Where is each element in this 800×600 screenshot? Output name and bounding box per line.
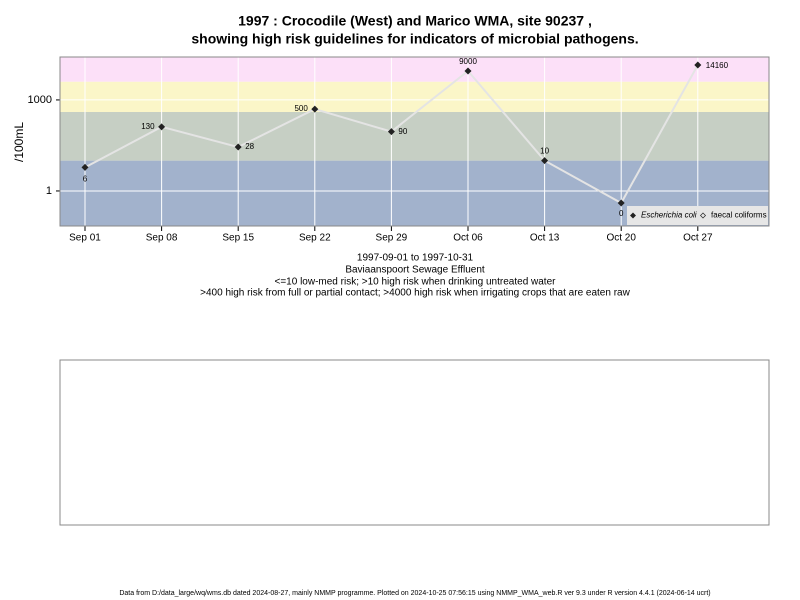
data-label: 0 (619, 209, 624, 218)
x-tick-label: Oct 13 (530, 233, 560, 244)
x-tick-label: Sep 29 (376, 233, 408, 244)
legend-marker (700, 212, 706, 219)
y-axis-label: /100mL (12, 122, 26, 162)
risk-band (60, 81, 769, 113)
legend-marker (630, 212, 636, 219)
note: 1997-09-01 to 1997-10-31 (357, 253, 474, 264)
data-label: 130 (141, 122, 155, 131)
y-tick-label: 1 (46, 185, 52, 197)
risk-band (60, 112, 769, 161)
data-point (234, 143, 242, 151)
x-tick-label: Oct 06 (453, 233, 483, 244)
data-point (464, 67, 472, 75)
data-point (617, 199, 625, 207)
data-label: 28 (245, 142, 254, 151)
x-tick-label: Sep 15 (222, 233, 254, 244)
data-point (311, 105, 319, 113)
data-label: 10 (540, 147, 549, 156)
note: >400 high risk from full or partial cont… (200, 288, 630, 299)
x-tick-label: Oct 20 (606, 233, 636, 244)
data-point (387, 128, 395, 136)
footer: Data from D:/data_large/wq/wms.db dated … (119, 590, 710, 597)
legend-box (627, 206, 768, 225)
x-tick-label: Sep 22 (299, 233, 331, 244)
legend-label: faecal coliforms (711, 211, 767, 220)
chart-title: showing high risk guidelines for indicat… (191, 31, 638, 47)
data-point (158, 123, 166, 131)
data-label: 6 (83, 174, 88, 183)
data-point (694, 61, 702, 69)
note: <=10 low-med risk; >10 high risk when dr… (275, 277, 557, 288)
data-label: 14160 (706, 61, 729, 70)
x-tick-label: Sep 01 (69, 233, 101, 244)
data-label: 9000 (459, 57, 477, 66)
data-label: 90 (398, 127, 407, 136)
x-tick-label: Sep 08 (146, 233, 178, 244)
y-tick-label: 1000 (28, 94, 52, 106)
empty-panel (59, 359, 770, 526)
data-label: 500 (294, 104, 308, 113)
data-point (81, 163, 89, 171)
chart-title: 1997 : Crocodile (West) and Marico WMA, … (238, 13, 592, 29)
plot-frame (59, 56, 770, 227)
x-tick-label: Oct 27 (683, 233, 713, 244)
note: Baviaanspoort Sewage Effluent (345, 265, 485, 276)
data-point (541, 157, 549, 165)
risk-band (60, 57, 769, 82)
legend-label: Escherichia coli (641, 211, 697, 220)
